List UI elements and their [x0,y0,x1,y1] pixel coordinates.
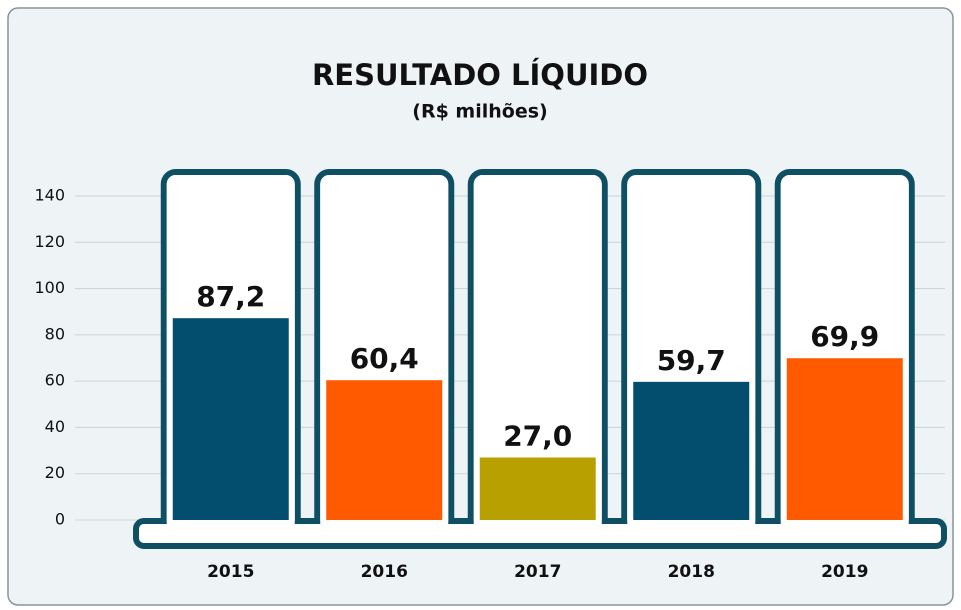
x-tick-label: 2018 [668,562,715,582]
value-label: 69,9 [810,320,879,353]
value-label: 87,2 [196,280,265,313]
x-tick-label: 2015 [207,562,254,582]
y-tick-label: 20 [45,463,65,482]
y-tick-label: 80 [45,324,65,343]
y-tick-label: 60 [45,371,65,390]
y-tick-label: 120 [34,232,65,251]
y-tick-label: 40 [45,417,65,436]
value-label: 59,7 [657,344,726,377]
x-tick-label: 2016 [361,562,408,582]
bar [326,380,443,520]
chart-title: RESULTADO LÍQUIDO [312,58,648,92]
chart-subtitle: (R$ milhões) [412,101,547,123]
y-tick-label: 140 [34,186,65,205]
bar [786,358,903,520]
x-tick-label: 2017 [514,562,561,582]
bar [633,381,750,520]
bar [479,457,596,520]
y-tick-label: 100 [34,278,65,297]
value-label: 27,0 [503,420,572,453]
container-inner [473,175,602,543]
value-label: 60,4 [350,342,419,375]
x-tick-label: 2019 [821,562,868,582]
y-tick-label: 0 [55,510,65,529]
bar [172,318,289,520]
